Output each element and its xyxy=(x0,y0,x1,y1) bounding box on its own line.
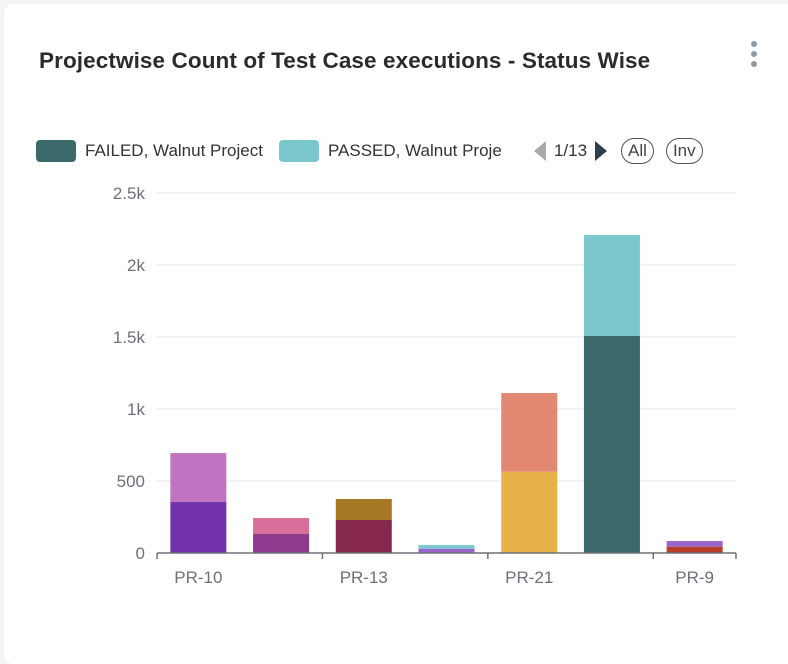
legend-page: 1/13 xyxy=(553,141,588,160)
next-page-icon[interactable] xyxy=(595,141,608,161)
invert-selection-button[interactable]: Inv xyxy=(665,138,703,164)
legend-item-passed[interactable]: PASSED, Walnut Proje xyxy=(278,140,520,162)
legend-swatch xyxy=(278,140,319,162)
legend-label: PASSED, Walnut Proje xyxy=(327,141,502,160)
chart-title: Projectwise Count of Test Case execution… xyxy=(39,48,651,73)
legend: FAILED, Walnut Project PASSED, Walnut Pr… xyxy=(36,138,703,164)
more-options-icon[interactable] xyxy=(748,41,760,69)
legend-label: FAILED, Walnut Project xyxy=(85,141,263,160)
select-all-button[interactable]: All xyxy=(621,138,654,164)
chart-card: Projectwise Count of Test Case execution… xyxy=(4,4,788,664)
legend-item-failed[interactable]: FAILED, Walnut Project xyxy=(36,140,263,162)
legend-swatch xyxy=(36,140,76,162)
legend-pager: 1/13 xyxy=(533,141,608,161)
prev-page-icon[interactable] xyxy=(533,141,546,161)
